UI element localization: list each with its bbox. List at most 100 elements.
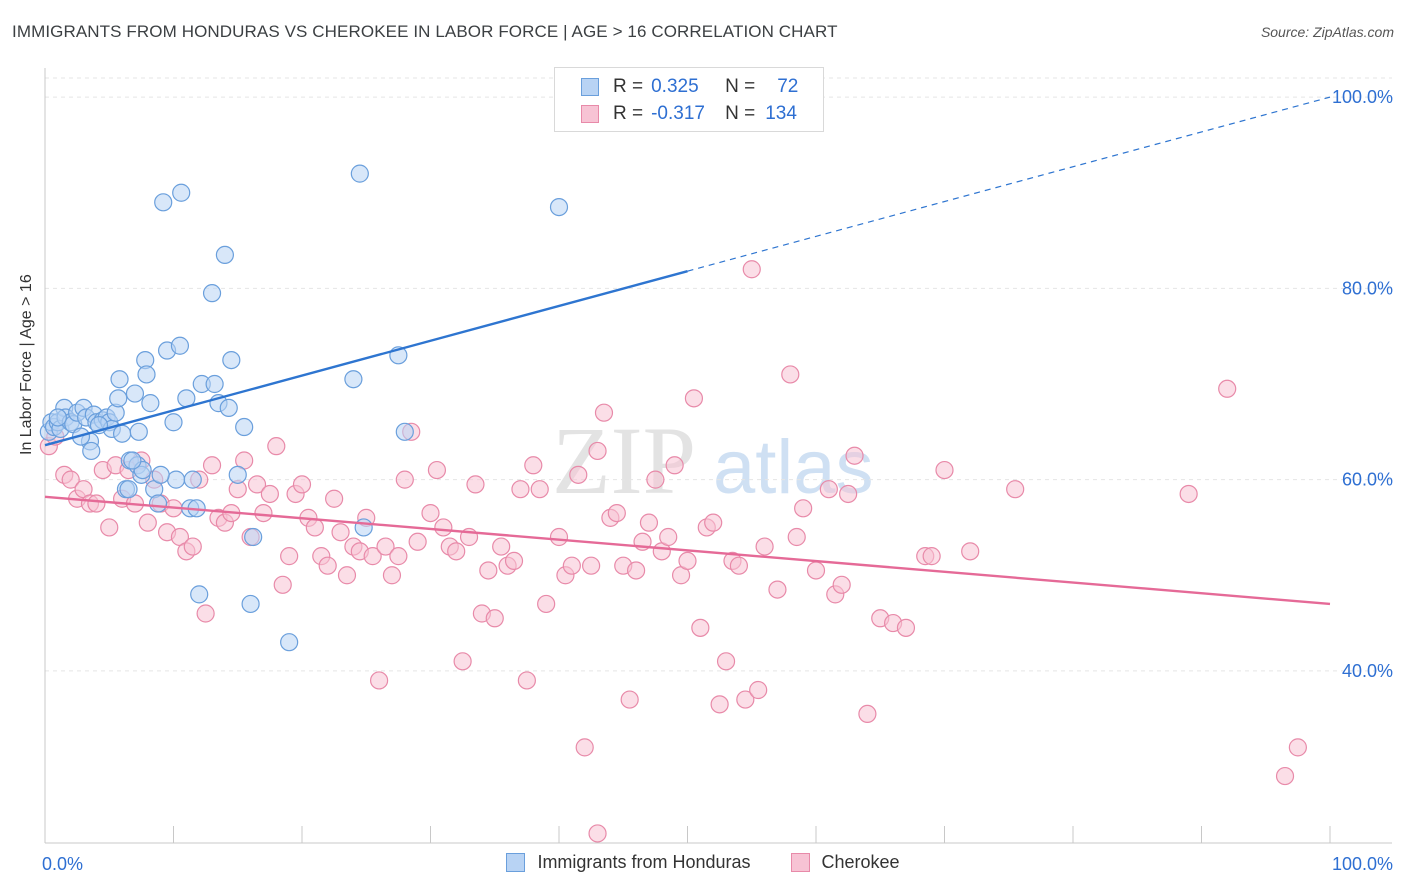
cherokee-point bbox=[742, 260, 761, 279]
honduras-point bbox=[137, 365, 156, 384]
cherokee-point bbox=[318, 556, 337, 575]
legend-r-label: R = bbox=[613, 76, 644, 97]
legend-swatch-pink bbox=[581, 105, 599, 123]
cherokee-point bbox=[781, 365, 800, 384]
cherokee-point bbox=[447, 542, 466, 561]
cherokee-point bbox=[659, 527, 678, 547]
chart-title: IMMIGRANTS FROM HONDURAS VS CHEROKEE IN … bbox=[12, 22, 838, 41]
series-label-honduras: Immigrants from Honduras bbox=[537, 852, 751, 872]
legend-swatch-blue bbox=[581, 78, 599, 96]
honduras-point bbox=[110, 370, 129, 389]
cherokee-point bbox=[363, 547, 382, 566]
y-tick-label: 100.0% bbox=[1332, 87, 1393, 107]
cherokee-point bbox=[382, 566, 402, 585]
cherokee-point bbox=[588, 441, 607, 461]
honduras-point bbox=[280, 633, 299, 652]
legend-r-label: R = bbox=[613, 103, 644, 124]
legend-n-label: N = bbox=[725, 103, 756, 124]
series-legend: Immigrants from Honduras Cherokee bbox=[0, 852, 1406, 873]
cherokee-point bbox=[305, 518, 324, 537]
honduras-point bbox=[129, 422, 148, 441]
cherokee-point bbox=[845, 446, 864, 465]
cherokee-point bbox=[787, 527, 806, 547]
cherokee-trend-line bbox=[44, 495, 1331, 606]
series-legend-cherokee: Cherokee bbox=[790, 852, 900, 873]
cherokee-point bbox=[607, 503, 626, 523]
honduras-point bbox=[48, 408, 67, 427]
watermark: ZIP atlas bbox=[552, 407, 874, 514]
gridlines bbox=[45, 77, 1392, 672]
cherokee-point bbox=[935, 460, 954, 480]
cherokee-point bbox=[1288, 738, 1307, 757]
cherokee-point bbox=[427, 460, 447, 480]
honduras-point bbox=[202, 284, 222, 303]
cherokee-point bbox=[408, 532, 427, 551]
cherokee-point bbox=[896, 618, 916, 637]
honduras-point bbox=[123, 451, 142, 470]
cherokee-point bbox=[1275, 766, 1295, 786]
honduras-point bbox=[215, 245, 234, 265]
cherokee-point bbox=[665, 456, 684, 475]
cherokee-point bbox=[395, 470, 414, 489]
cherokee-point bbox=[466, 475, 485, 494]
cherokee-point bbox=[524, 456, 543, 475]
series-swatch-pink bbox=[790, 853, 810, 872]
cherokee-point bbox=[504, 551, 524, 571]
source-credit: Source: ZipAtlas.com bbox=[1260, 24, 1394, 40]
cherokee-point bbox=[569, 465, 588, 484]
cherokee-point bbox=[819, 480, 838, 499]
cherokee-point bbox=[1218, 379, 1237, 398]
cherokee-point bbox=[691, 618, 710, 637]
series-label-cherokee: Cherokee bbox=[821, 852, 900, 872]
honduras-point bbox=[154, 193, 173, 212]
honduras-point bbox=[112, 424, 132, 443]
cherokee-point bbox=[768, 580, 787, 599]
cherokee-point bbox=[138, 513, 157, 532]
cherokee-point bbox=[1179, 484, 1198, 504]
cherokee-point bbox=[755, 537, 774, 556]
honduras-points bbox=[39, 88, 581, 652]
cherokee-point bbox=[453, 652, 472, 671]
cherokee-point bbox=[639, 513, 659, 532]
honduras-point bbox=[395, 422, 414, 441]
honduras-point bbox=[172, 183, 191, 202]
honduras-point bbox=[166, 470, 186, 489]
cherokee-point bbox=[87, 494, 106, 513]
cherokee-point bbox=[922, 547, 941, 566]
y-axis-title: In Labor Force | Age > 16 bbox=[18, 274, 35, 455]
honduras-point bbox=[219, 398, 238, 418]
cherokee-point bbox=[61, 470, 80, 489]
legend-r-value: -0.317 bbox=[651, 103, 705, 124]
legend-n-value: 134 bbox=[765, 103, 797, 124]
honduras-point bbox=[354, 518, 373, 537]
honduras-point bbox=[125, 384, 145, 403]
honduras-point bbox=[148, 494, 168, 513]
honduras-point bbox=[141, 394, 160, 413]
cherokee-point bbox=[646, 470, 665, 489]
cherokee-point bbox=[729, 556, 749, 575]
axes bbox=[44, 68, 1392, 844]
honduras-point bbox=[222, 350, 241, 370]
cherokee-point bbox=[575, 738, 594, 757]
cherokee-point bbox=[485, 609, 504, 628]
cherokee-point bbox=[549, 527, 569, 547]
trend-lines bbox=[44, 96, 1331, 606]
y-tick-label: 60.0% bbox=[1342, 470, 1393, 490]
cherokee-point bbox=[370, 671, 389, 690]
honduras-point bbox=[344, 370, 363, 389]
cherokee-point bbox=[254, 503, 273, 523]
honduras-point bbox=[82, 441, 101, 461]
cherokee-points bbox=[39, 260, 1307, 843]
cherokee-point bbox=[684, 389, 704, 408]
cherokee-point bbox=[594, 403, 614, 422]
honduras-point bbox=[235, 417, 254, 437]
tick-labels: 40.0% 60.0% 80.0% 100.0% 0.0% 100.0% bbox=[42, 87, 1393, 874]
cherokee-point bbox=[562, 556, 581, 575]
cherokee-point bbox=[421, 503, 440, 523]
cherokee-point bbox=[537, 594, 556, 614]
honduras-point bbox=[244, 527, 263, 547]
cherokee-point bbox=[479, 561, 498, 580]
cherokee-point bbox=[678, 551, 697, 571]
cherokee-point bbox=[530, 480, 549, 499]
